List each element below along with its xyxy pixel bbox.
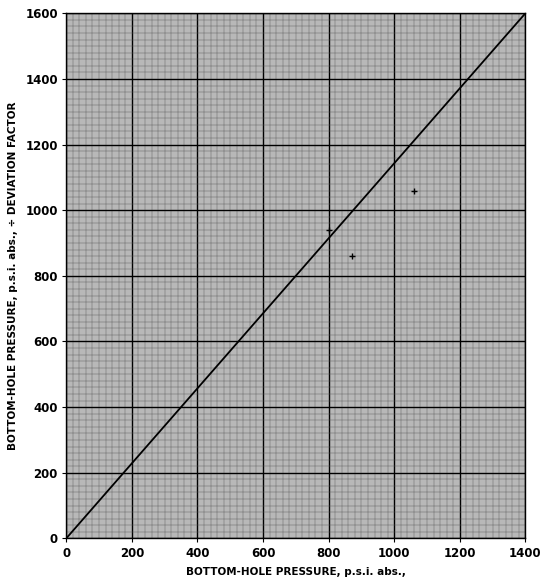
X-axis label: BOTTOM-HOLE PRESSURE, p.s.i. abs.,: BOTTOM-HOLE PRESSURE, p.s.i. abs., (186, 567, 406, 577)
Y-axis label: BOTTOM-HOLE PRESSURE, p.s.i. abs., ÷ DEVIATION FACTOR: BOTTOM-HOLE PRESSURE, p.s.i. abs., ÷ DEV… (8, 102, 18, 450)
